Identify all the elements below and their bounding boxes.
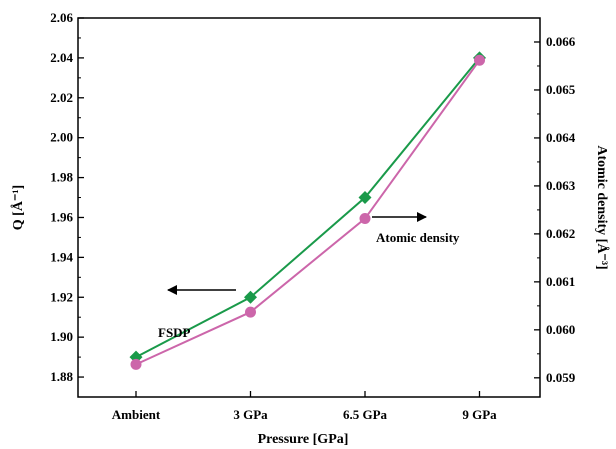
x-tick-label: 6.5 GPa bbox=[343, 407, 388, 422]
x-tick-label: 3 GPa bbox=[233, 407, 268, 422]
y-right-tick-label: 0.066 bbox=[546, 34, 576, 49]
data-point-circle bbox=[474, 54, 485, 66]
data-point-circle bbox=[245, 306, 256, 318]
series-line-0 bbox=[135, 57, 481, 358]
y-left-tick-label: 1.88 bbox=[50, 369, 73, 384]
y-left-tick-label: 2.02 bbox=[50, 90, 73, 105]
y-left-tick-label: 2.06 bbox=[50, 10, 73, 25]
y-left-tick-label: 1.90 bbox=[50, 329, 73, 344]
annotation-fsdp: FSDP bbox=[158, 325, 191, 340]
data-point-diamond bbox=[358, 191, 372, 205]
plot-frame bbox=[77, 17, 541, 398]
y-right-tick-label: 0.063 bbox=[546, 178, 576, 193]
data-point-circle bbox=[359, 213, 371, 225]
y-left-tick-label: 2.00 bbox=[50, 130, 73, 145]
x-tick-label: 9 GPa bbox=[462, 407, 497, 422]
y-right-tick-label: 0.060 bbox=[546, 322, 575, 337]
y-left-tick-label: 2.04 bbox=[50, 50, 73, 65]
y-right-tick-label: 0.064 bbox=[546, 130, 576, 145]
y-right-tick-label: 0.065 bbox=[546, 82, 576, 97]
series-line-1 bbox=[135, 59, 481, 366]
y-left-axis-title: Q [Å⁻¹] bbox=[10, 185, 26, 230]
annotation-atomic-density: Atomic density bbox=[376, 230, 460, 245]
data-point-circle bbox=[130, 358, 142, 370]
y-left-tick-label: 1.94 bbox=[50, 249, 73, 264]
x-axis-title: Pressure [GPa] bbox=[258, 432, 349, 447]
series-layer bbox=[129, 51, 486, 370]
y-left-tick-label: 1.96 bbox=[50, 209, 73, 224]
y-left-tick-label: 1.98 bbox=[50, 170, 73, 185]
y-right-tick-label: 0.062 bbox=[546, 226, 575, 241]
axes: 1.88 1.90 1.92 1.94 1.96 1.98 2.00 2.02 2.04 2.06… bbox=[10, 10, 610, 422]
y-right-axis-title: Atomic density [Å⁻³] bbox=[594, 145, 610, 269]
y-right-tick-label: 0.061 bbox=[546, 274, 575, 289]
y-right-tick-label: 0.059 bbox=[546, 370, 576, 385]
data-point-diamond bbox=[244, 290, 257, 304]
y-left-tick-label: 1.92 bbox=[50, 289, 73, 304]
annotations: FSDP Atomic density bbox=[158, 212, 460, 340]
x-tick-label: Ambient bbox=[112, 407, 161, 422]
